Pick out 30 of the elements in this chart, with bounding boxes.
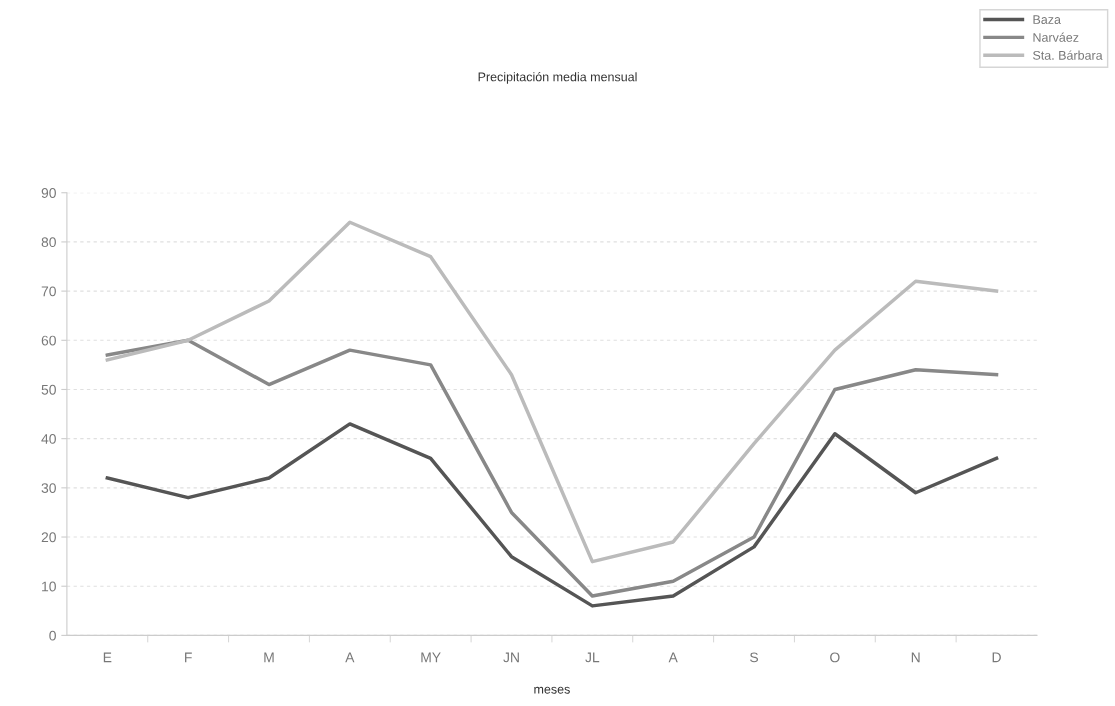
y-tick-label: 50: [41, 384, 56, 395]
x-tick-label: M: [264, 652, 274, 663]
line-series: [105, 338, 999, 598]
line-series: [105, 422, 999, 608]
legend-label: Narváez: [1033, 32, 1079, 42]
x-tick-label: N: [911, 652, 920, 663]
x-tick-label: JL: [585, 652, 600, 663]
line-series: [105, 220, 999, 564]
x-tick-label: MY: [421, 652, 441, 663]
y-tick-label: 90: [41, 188, 56, 198]
y-tick-label: 0: [49, 630, 56, 641]
x-tick-label: JN: [503, 652, 519, 663]
legend-label: Sta. Bárbara: [1033, 50, 1103, 60]
y-tick-label: 60: [41, 335, 56, 346]
y-tick-label: 80: [41, 237, 56, 248]
y-tick-label: 10: [42, 581, 56, 592]
y-tick-label: 20: [41, 532, 56, 543]
x-tick-label: A: [668, 652, 678, 663]
x-tick-label: F: [185, 652, 192, 663]
y-tick-label: 30: [41, 483, 56, 494]
x-tick-label: A: [345, 652, 355, 663]
x-tick-label: S: [750, 652, 759, 663]
legend-label: Baza: [1033, 15, 1061, 24]
y-tick-label: 70: [41, 286, 56, 297]
y-tick-label: 40: [41, 434, 56, 444]
chart-title: Precipitación media mensual: [478, 71, 637, 84]
x-tick-label: D: [992, 652, 1001, 663]
x-axis-title: meses: [534, 686, 570, 694]
x-tick-label: O: [830, 652, 840, 663]
x-tick-label: E: [103, 652, 112, 663]
